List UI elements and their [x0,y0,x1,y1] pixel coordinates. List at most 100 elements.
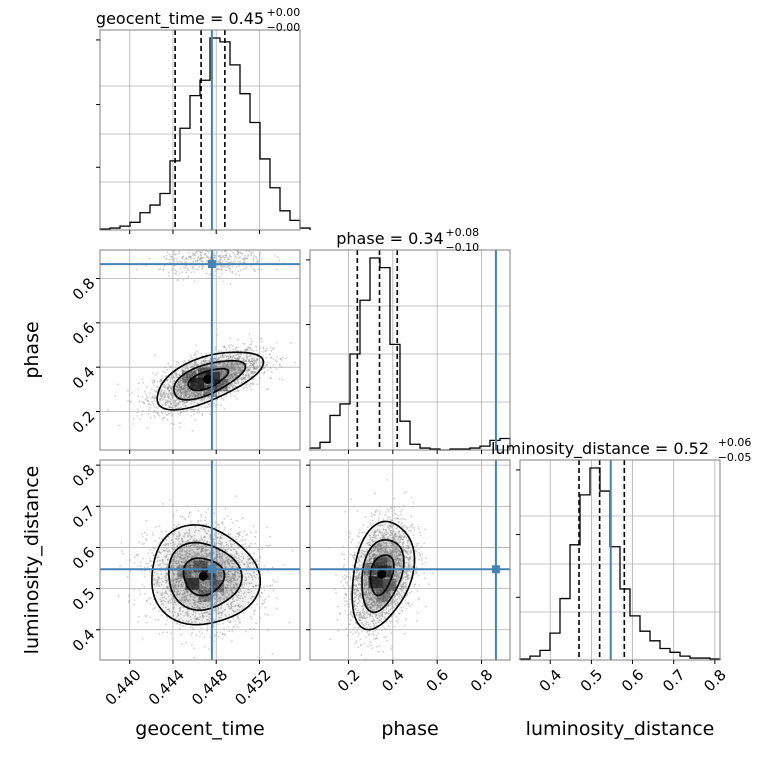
sample-point [222,623,224,625]
sample-point [228,533,230,535]
sample-point [191,632,193,634]
sample-point [154,540,156,542]
sample-point [216,632,218,634]
sample-point [251,607,253,609]
sample-point [263,566,265,568]
sample-point [264,613,266,615]
sample-point [223,518,225,520]
sample-point [248,347,250,349]
sample-point [237,391,239,393]
sample-point [213,402,215,404]
sample-point [177,524,179,526]
sample-point [259,607,261,609]
sample-point [276,368,278,370]
sample-point [158,415,160,417]
sample-point [179,624,181,626]
sample-point [216,334,218,336]
sample-point [156,381,158,383]
sample-point [285,358,287,360]
sample-point [208,406,210,408]
sample-point [221,251,223,253]
sample-point [261,259,263,261]
sample-point [256,257,258,259]
sample-point [127,576,129,578]
sample-point [231,628,233,630]
sample-point [204,636,206,638]
sample-point [225,257,227,259]
sample-point [224,529,226,531]
sample-point [133,589,135,591]
sample-point [249,344,251,346]
title-sup: +0.00 [267,6,301,19]
sample-point [216,634,218,636]
sample-point [265,350,267,352]
sample-point [253,255,255,257]
sample-point [283,564,285,566]
sample-point [239,261,241,263]
sample-point [253,526,255,528]
sample-point [225,349,227,351]
sample-point [234,258,236,260]
sample-point [190,626,192,628]
sample-point [251,383,253,385]
sample-point [190,256,192,258]
sample-point [196,357,198,359]
sample-point [243,269,245,271]
sample-point [179,427,181,429]
sample-point [221,273,223,275]
sample-point [184,261,186,263]
sample-point [256,350,258,352]
sample-point [162,371,164,373]
sample-point [237,271,239,273]
sample-point [276,342,278,344]
sample-point [154,380,156,382]
sample-point [243,530,245,532]
sample-point [255,559,257,561]
sample-point [268,545,270,547]
sample-point [232,266,234,268]
sample-point [144,576,146,578]
sample-point [246,533,248,535]
sample-point [217,252,219,254]
sample-point [151,398,153,400]
sample-point [180,516,182,518]
sample-point [257,548,259,550]
sample-point [229,254,231,256]
sample-point [191,266,193,268]
sample-point [199,411,201,413]
title-sup: +0.06 [718,436,752,449]
sample-point [190,258,192,260]
sample-point [167,419,169,421]
sample-point [148,598,150,600]
sample-point [149,403,151,405]
sample-point [236,398,238,400]
sample-point [243,612,245,614]
sample-point [269,544,271,546]
sample-point [214,257,216,259]
sample-point [224,527,226,529]
sample-point [201,633,203,635]
sample-point [195,419,197,421]
sample-point [253,260,255,262]
sample-point [225,255,227,257]
sample-point [176,361,178,363]
sample-point [200,260,202,262]
sample-point [221,522,223,524]
sample-point [266,527,268,529]
sample-point [148,257,150,259]
sample-point [242,343,244,345]
sample-point [144,593,146,595]
sample-point [262,351,264,353]
sample-point [267,361,269,363]
sample-point [263,356,265,358]
sample-point [185,258,187,260]
sample-point [209,273,211,275]
sample-point [197,261,199,263]
sample-point [143,586,145,588]
sample-point [208,257,210,259]
sample-point [117,384,119,386]
sample-point [223,628,225,630]
sample-point [224,259,226,261]
sample-point [249,386,251,388]
sample-point [179,422,181,424]
